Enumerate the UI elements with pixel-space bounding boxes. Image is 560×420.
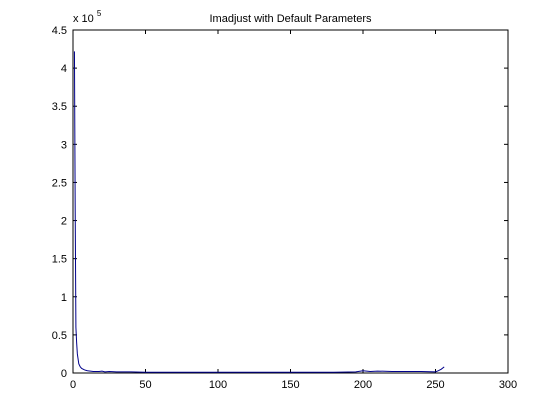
x-tick-label: 50 [139, 379, 151, 391]
y-tick-label: 0.5 [52, 330, 67, 342]
y-tick-label: 2 [61, 216, 67, 228]
y-tick-label: 1.5 [52, 254, 67, 266]
y-tick-label: 3 [61, 139, 67, 151]
y-tick-label: 4.5 [52, 25, 67, 37]
y-tick-label: 1 [61, 292, 67, 304]
axes-box [72, 29, 509, 374]
y-axis-ticks: 0 0.5 1 1.5 2 2.5 3 3.5 4 4.5 [52, 25, 508, 380]
x-tick-label: 150 [281, 379, 299, 391]
chart-title: Imadjust with Default Parameters [209, 13, 372, 25]
y-axis-exponent-power: 5 [97, 9, 102, 18]
y-axis-exponent-base: x 10 [73, 13, 94, 25]
y-axis-exponent-label: x 10 5 [73, 9, 102, 25]
y-tick-label: 2.5 [52, 177, 67, 189]
series-line-0 [73, 51, 445, 373]
series-layer [73, 51, 445, 373]
x-axis-ticks: 0 50 100 150 200 250 300 [70, 30, 517, 391]
y-tick-label: 0 [61, 368, 67, 380]
y-tick-label: 3.5 [52, 101, 67, 113]
x-tick-label: 0 [70, 379, 76, 391]
y-tick-label: 4 [61, 63, 67, 75]
x-tick-label: 250 [426, 379, 444, 391]
x-tick-label: 300 [499, 379, 517, 391]
x-tick-label: 100 [209, 379, 227, 391]
x-tick-label: 200 [354, 379, 372, 391]
